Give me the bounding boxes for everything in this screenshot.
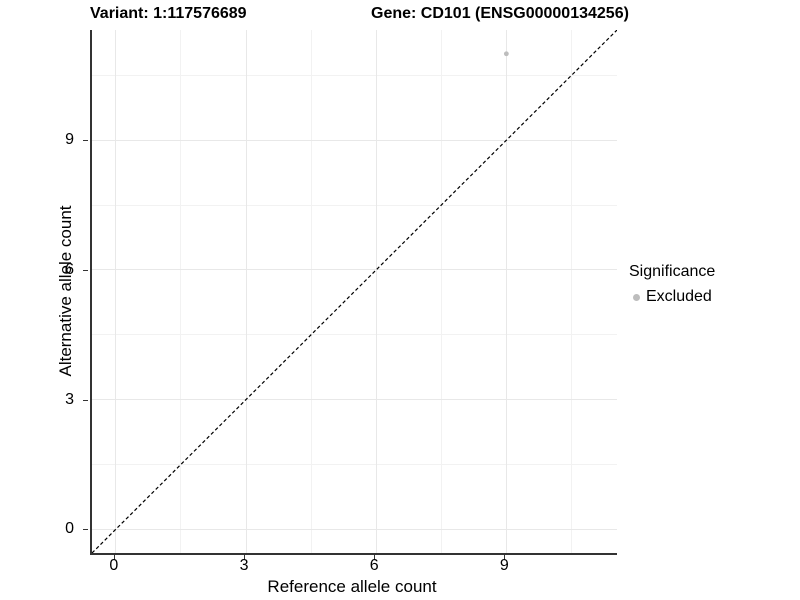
x-axis-tick-label: 3 (239, 557, 249, 574)
gridline-x-major (245, 30, 247, 553)
y-axis-tick-label: 0 (65, 520, 74, 538)
gridline-x-major (375, 30, 377, 553)
x-axis-tick (374, 555, 376, 560)
gridline-y-minor (92, 204, 617, 206)
gridline-y-minor (92, 74, 617, 76)
y-axis-tick-label: 3 (65, 390, 74, 408)
gridline-x-minor (440, 30, 442, 553)
gridline-y-major (92, 139, 617, 141)
y-axis-tick-label: 9 (65, 131, 74, 149)
gridline-x-major (115, 30, 117, 553)
y-axis-tick (83, 140, 88, 142)
gridline-x-minor (310, 30, 312, 553)
y-axis-tick-label: 6 (65, 260, 74, 278)
gridline-y-major (92, 269, 617, 271)
y-axis-tick (83, 399, 88, 401)
plot-panel (90, 30, 617, 555)
y-axis-title: Alternative allele count (56, 205, 75, 377)
legend-title: Significance (629, 263, 716, 280)
gridline-x-major (505, 30, 507, 553)
legend-key-dot (633, 293, 640, 301)
gridline-x-minor (180, 30, 182, 553)
gridline-y-minor (92, 334, 617, 336)
legend-items: Excluded (629, 288, 715, 306)
gridline-y-major (92, 399, 617, 401)
data-point (503, 51, 509, 57)
x-axis-tick-label: 9 (499, 557, 509, 574)
legend: Significance Excluded (629, 263, 715, 306)
identity-reference-line (92, 30, 617, 553)
x-axis-tick-label: 6 (369, 557, 379, 574)
plot-title-variant: Variant: 1:117576689 (90, 5, 247, 22)
x-axis-tick (244, 555, 246, 560)
gridline-x-minor (570, 30, 572, 553)
plot-canvas (92, 30, 617, 553)
gridline-y-minor (92, 463, 617, 465)
gridline-y-major (92, 528, 617, 530)
x-axis-title: Reference allele count (267, 577, 437, 596)
plot-title-gene: Gene: CD101 (ENSG00000134256) (371, 5, 629, 22)
x-axis-tick (504, 555, 506, 560)
legend-item-label: Excluded (646, 288, 712, 305)
y-axis-tick (83, 529, 88, 531)
y-axis-tick (83, 269, 88, 271)
legend-item: Excluded (629, 288, 715, 306)
x-axis-tick-label: 0 (109, 557, 119, 574)
x-axis-tick (113, 555, 115, 560)
